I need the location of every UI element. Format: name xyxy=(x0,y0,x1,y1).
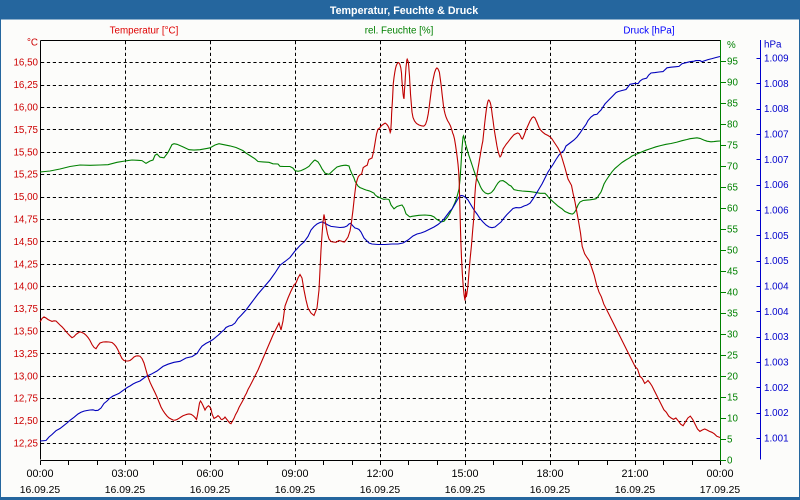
svg-text:1.004: 1.004 xyxy=(764,281,789,292)
svg-text:50: 50 xyxy=(727,246,738,257)
svg-text:10: 10 xyxy=(727,414,738,425)
svg-text:16,00: 16,00 xyxy=(13,103,38,114)
svg-text:21:00: 21:00 xyxy=(621,468,648,480)
svg-text:12,25: 12,25 xyxy=(13,439,38,450)
svg-text:1.001: 1.001 xyxy=(764,433,789,444)
svg-text:16.09.25: 16.09.25 xyxy=(105,485,146,496)
svg-text:16,25: 16,25 xyxy=(13,80,38,91)
svg-text:40: 40 xyxy=(727,288,738,299)
svg-text:15: 15 xyxy=(727,393,738,404)
svg-text:12:00: 12:00 xyxy=(366,468,393,480)
svg-text:13,25: 13,25 xyxy=(13,349,38,360)
svg-text:1.007: 1.007 xyxy=(764,130,789,141)
svg-text:0: 0 xyxy=(727,456,733,467)
svg-text:1.003: 1.003 xyxy=(764,332,789,343)
svg-text:5: 5 xyxy=(727,435,733,446)
svg-text:65: 65 xyxy=(727,183,738,194)
svg-text:15,00: 15,00 xyxy=(13,192,38,203)
svg-text:15,25: 15,25 xyxy=(13,170,38,181)
svg-text:13,00: 13,00 xyxy=(13,371,38,382)
svg-text:Temperatur [°C]: Temperatur [°C] xyxy=(110,26,179,37)
svg-text:20: 20 xyxy=(727,372,738,383)
svg-text:1.004: 1.004 xyxy=(764,307,789,318)
svg-text:03:00: 03:00 xyxy=(111,468,138,480)
svg-text:45: 45 xyxy=(727,267,738,278)
svg-text:15:00: 15:00 xyxy=(451,468,478,480)
svg-text:12,50: 12,50 xyxy=(13,416,38,427)
svg-text:16,50: 16,50 xyxy=(13,58,38,69)
svg-text:09:00: 09:00 xyxy=(281,468,308,480)
svg-text:16.09.25: 16.09.25 xyxy=(20,485,61,496)
svg-text:35: 35 xyxy=(727,309,738,320)
svg-text:%: % xyxy=(727,40,736,51)
svg-text:1.006: 1.006 xyxy=(764,180,789,191)
svg-text:16.09.25: 16.09.25 xyxy=(275,485,316,496)
svg-text:1.005: 1.005 xyxy=(764,231,789,242)
svg-text:16.09.25: 16.09.25 xyxy=(615,485,656,496)
svg-text:1.002: 1.002 xyxy=(764,383,789,394)
svg-text:1.002: 1.002 xyxy=(764,408,789,419)
svg-text:1.007: 1.007 xyxy=(764,155,789,166)
svg-text:14,75: 14,75 xyxy=(13,215,38,226)
svg-text:15,75: 15,75 xyxy=(13,125,38,136)
svg-text:1.009: 1.009 xyxy=(764,54,789,65)
svg-text:°C: °C xyxy=(27,38,38,49)
svg-text:90: 90 xyxy=(727,78,738,89)
svg-text:16.09.25: 16.09.25 xyxy=(530,485,571,496)
svg-text:15,50: 15,50 xyxy=(13,147,38,158)
svg-text:17.09.25: 17.09.25 xyxy=(700,485,741,496)
svg-text:25: 25 xyxy=(727,351,738,362)
svg-text:16.09.25: 16.09.25 xyxy=(445,485,486,496)
svg-text:rel. Feuchte [%]: rel. Feuchte [%] xyxy=(365,26,434,37)
svg-text:80: 80 xyxy=(727,120,738,131)
svg-text:60: 60 xyxy=(727,204,738,215)
svg-text:55: 55 xyxy=(727,225,738,236)
svg-text:1.006: 1.006 xyxy=(764,206,789,217)
svg-text:Druck [hPa]: Druck [hPa] xyxy=(623,26,674,37)
svg-text:14,50: 14,50 xyxy=(13,237,38,248)
svg-text:1.008: 1.008 xyxy=(764,104,789,115)
svg-text:16.09.25: 16.09.25 xyxy=(360,485,401,496)
svg-text:30: 30 xyxy=(727,330,738,341)
svg-text:18:00: 18:00 xyxy=(536,468,563,480)
svg-text:06:00: 06:00 xyxy=(196,468,223,480)
svg-text:hPa: hPa xyxy=(764,40,782,51)
svg-text:95: 95 xyxy=(727,57,738,68)
svg-text:13,75: 13,75 xyxy=(13,304,38,315)
svg-text:14,25: 14,25 xyxy=(13,259,38,270)
svg-text:85: 85 xyxy=(727,99,738,110)
svg-text:00:00: 00:00 xyxy=(26,468,53,480)
svg-text:75: 75 xyxy=(727,141,738,152)
svg-text:Temperatur, Feuchte & Druck: Temperatur, Feuchte & Druck xyxy=(330,5,478,17)
svg-text:14,00: 14,00 xyxy=(13,282,38,293)
svg-text:00:00: 00:00 xyxy=(706,468,733,480)
svg-text:70: 70 xyxy=(727,162,738,173)
svg-text:12,75: 12,75 xyxy=(13,394,38,405)
svg-text:1.003: 1.003 xyxy=(764,357,789,368)
svg-text:1.008: 1.008 xyxy=(764,79,789,90)
svg-text:13,50: 13,50 xyxy=(13,327,38,338)
svg-text:1.005: 1.005 xyxy=(764,256,789,267)
svg-text:16.09.25: 16.09.25 xyxy=(190,485,231,496)
